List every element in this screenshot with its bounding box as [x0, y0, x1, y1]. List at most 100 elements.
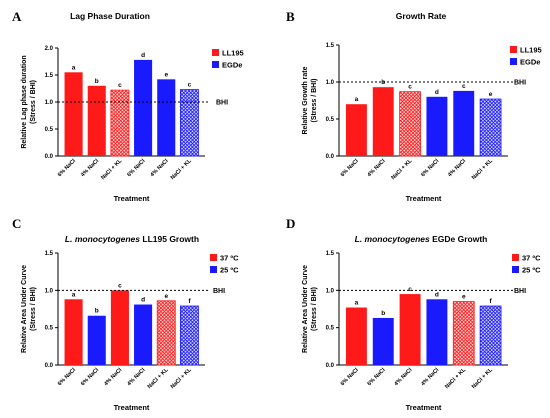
panel-letter: D — [286, 216, 295, 231]
panel-title: Growth Rate — [396, 11, 447, 21]
legend-label: 37 ºC — [522, 254, 541, 263]
bar — [479, 305, 502, 366]
category-label: NaCl + KL — [471, 158, 494, 181]
category-label: 6% NaCl — [57, 367, 77, 387]
category-label: NaCl + KL — [444, 367, 467, 390]
bar — [179, 305, 199, 366]
y-axis-label: Relative Area Under Curve — [21, 265, 28, 353]
significance-letter: e — [462, 294, 466, 301]
significance-letter: f — [188, 298, 191, 305]
category-label: 4% NaCl — [420, 367, 440, 387]
bar — [345, 307, 367, 365]
significance-letter: c — [462, 83, 466, 90]
bar — [134, 59, 153, 156]
significance-letter: a — [355, 96, 359, 103]
y-tick-label: 1.5 — [45, 73, 54, 79]
category-label: NaCl + KL — [390, 158, 413, 181]
category-label: 6% NaCl — [80, 367, 100, 387]
y-axis-label-unit: (Stress / BHI) — [30, 80, 37, 124]
panel-title: Lag Phase Duration — [70, 11, 150, 21]
bar — [134, 304, 153, 365]
category-label: NaCl + KL — [170, 158, 193, 181]
chart-panel-a: A Lag Phase Duration 0.0 0.5 1.0 1.5 2.0 Relati… — [12, 9, 244, 203]
y-tick-label: 0.0 — [45, 363, 54, 369]
y-axis-label: Relative Area Under Curve — [302, 265, 309, 353]
significance-letter: e — [164, 71, 168, 78]
significance-letter: d — [435, 291, 439, 298]
significance-letter: e — [164, 293, 168, 300]
significance-letter: b — [381, 310, 385, 317]
y-tick-label: 0.0 — [45, 154, 54, 160]
bar — [87, 85, 106, 156]
category-label: 4% NaCl — [150, 158, 170, 178]
category-label: 4% NaCl — [367, 158, 387, 178]
bar — [179, 89, 199, 157]
y-tick-label: 0.5 — [326, 326, 335, 332]
x-axis-label: Treatment — [114, 194, 150, 203]
significance-letter: a — [72, 291, 76, 298]
panel-title: L. monocytogenes LL195 Growth — [65, 234, 199, 244]
significance-letter: c — [188, 82, 192, 89]
significance-letter: c — [118, 282, 122, 289]
y-tick-label: 1.0 — [45, 288, 54, 294]
bar — [426, 299, 448, 365]
y-tick-label: 1.0 — [326, 80, 335, 86]
category-label: NaCl + KL — [147, 367, 170, 390]
significance-letter: d — [435, 89, 439, 96]
category-label: 6% NaCl — [126, 158, 146, 178]
panel-letter: C — [12, 216, 21, 231]
bar — [479, 98, 502, 157]
bar — [426, 96, 448, 156]
category-label: 4% NaCl — [447, 158, 467, 178]
category-label: 4% NaCl — [103, 367, 123, 387]
y-axis-label-unit: (Stress / BHI) — [311, 287, 318, 331]
panel-letter: A — [12, 9, 22, 24]
y-tick-label: 1.5 — [45, 251, 54, 257]
significance-letter: a — [72, 64, 76, 71]
panel-title-text: LL195 Growth — [142, 234, 199, 244]
bar — [87, 315, 106, 365]
x-axis-label: Treatment — [406, 403, 442, 412]
significance-letter: d — [141, 297, 145, 304]
significance-letter: b — [381, 79, 385, 86]
panel-letter: B — [286, 9, 295, 24]
reference-line-label: BHI — [216, 100, 228, 107]
y-tick-label: 0.5 — [326, 117, 335, 123]
legend-label: 25 ºC — [220, 266, 239, 275]
y-axis-label-unit: (Stress / BHI) — [311, 79, 318, 123]
legend-label: EGDe — [520, 58, 540, 67]
significance-letter: d — [141, 52, 145, 59]
category-label: NaCl + KL — [100, 158, 123, 181]
legend-label: LL195 — [520, 46, 542, 55]
bar — [345, 104, 367, 156]
y-tick-label: 0.0 — [326, 154, 335, 160]
legend-swatch — [212, 49, 219, 56]
legend-label: LL195 — [222, 49, 244, 58]
significance-letter: c — [408, 84, 412, 91]
category-label: 6% NaCl — [57, 158, 77, 178]
legend-swatch — [212, 61, 219, 68]
bar — [110, 290, 129, 365]
legend-swatch — [510, 58, 517, 65]
legend-label: 37 ºC — [220, 254, 239, 263]
y-tick-label: 1.0 — [326, 288, 335, 294]
panel-title: L. monocytogenes EGDe Growth — [355, 234, 488, 244]
bar — [64, 299, 83, 365]
legend-swatch — [510, 46, 517, 53]
y-axis-label-unit: (Stress / BHI) — [30, 287, 37, 331]
legend-swatch — [512, 266, 519, 273]
bar — [452, 301, 475, 366]
significance-letter: c — [118, 82, 122, 89]
bar — [399, 294, 421, 365]
panel-title-text: Lag Phase Duration — [70, 11, 150, 21]
category-label: NaCl + KL — [471, 367, 494, 390]
panel-title-italic: L. monocytogenes — [355, 234, 432, 244]
category-label: 6% NaCl — [340, 158, 360, 178]
x-axis-label: Treatment — [114, 403, 150, 412]
legend-label: EGDe — [222, 61, 242, 70]
reference-line-label: BHI — [213, 288, 225, 295]
legend-swatch — [512, 254, 519, 261]
y-tick-label: 1.5 — [326, 43, 335, 49]
